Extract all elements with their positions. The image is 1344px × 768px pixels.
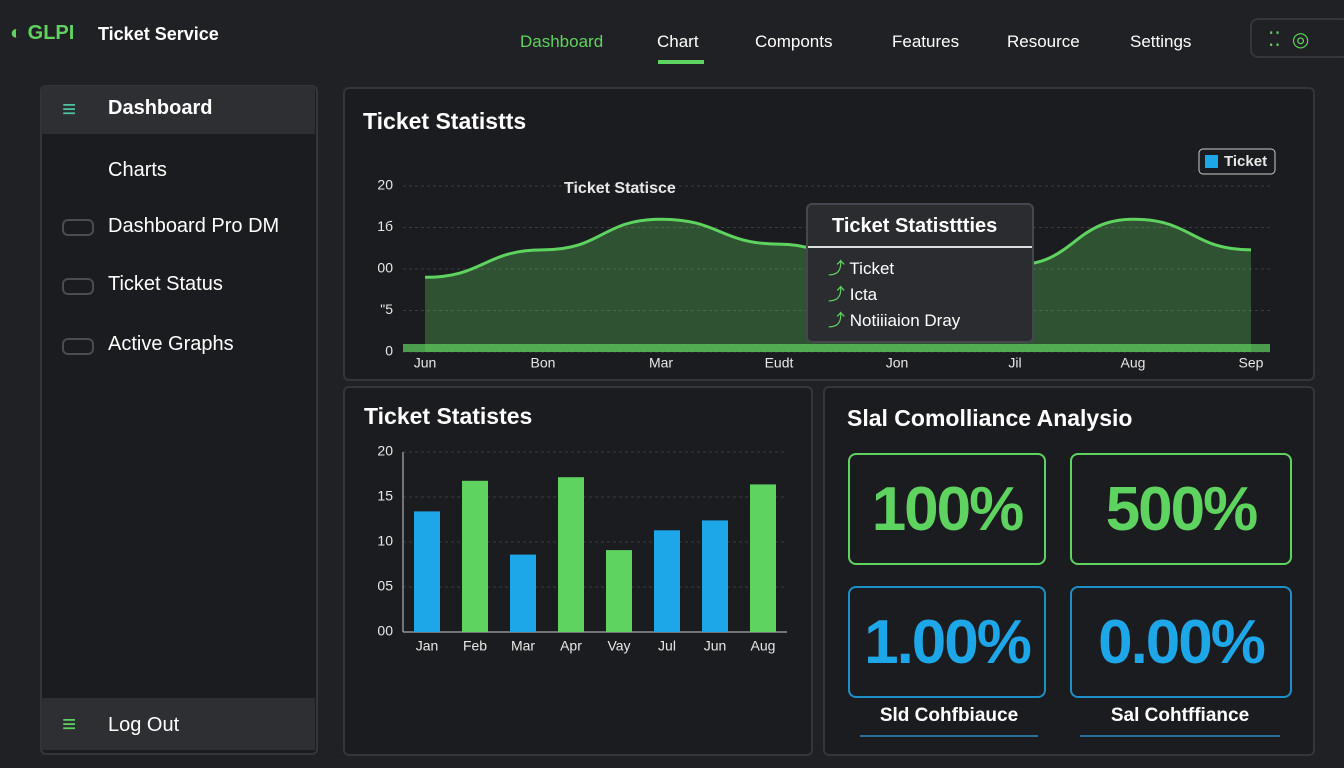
tooltip-text: Icta [849,285,878,304]
logout-icon: ≡ [62,711,77,738]
x-tick-label: Vay [607,638,630,654]
bar [462,480,488,632]
brand-name: GLPI [27,22,75,44]
annotation: Ticket Statisce [564,180,676,197]
chart-title: Ticket Statistts [363,108,527,134]
y-tick-label: 0 [385,343,393,359]
sla-title: Slal Comolliance Analysio [847,405,1133,431]
y-tick-label: 00 [377,260,393,276]
y-tick-label: 05 [377,578,393,594]
tooltip-item: ⤴ Ticket [828,259,895,278]
y-tick-label: "5 [380,301,393,317]
x-tick-label: Jan [416,638,439,654]
bar [414,511,440,632]
tooltip-item: ⤴ Notiiiaion Dray [828,311,961,330]
logout[interactable]: Log Out [108,714,180,736]
bar [702,520,728,632]
sidebar-active [41,86,315,134]
nav-underline [658,60,704,64]
x-tick-label: Jil [1008,355,1021,371]
bar [654,530,680,632]
sidebar-link[interactable]: Active Graphs [108,333,234,355]
x-tick-label: Mar [511,638,535,654]
sidebar [40,85,318,755]
icon [62,338,94,355]
x-tick-label: Jon [886,355,909,371]
brand: ◐ GLPI [10,22,75,44]
x-tick-label: Eudt [765,355,794,371]
nav-link[interactable]: Componts [755,32,833,51]
menu-icon: ≡ [62,96,77,123]
legend-swatch [1205,155,1218,168]
x-tick-label: Jul [658,638,676,654]
sidebar-link[interactable]: Dashboard Pro DM [108,215,280,237]
y-tick-label: 15 [377,488,393,504]
tooltip-item: ⤴ Icta [828,285,878,304]
product: Ticket Service [98,24,219,44]
bar [750,484,776,632]
tooltip-text: Ticket [849,259,895,278]
nav-link[interactable]: Resource [1007,32,1080,51]
y-tick-label: 1б [377,218,393,234]
sla-label: Sld Cohfbiauce [860,705,1038,737]
sla-card: 100% [848,453,1046,565]
tooltip: Ticket Statisttties ⤴ Ticket ⤴ Icta ⤴ No… [806,203,1034,343]
nav-link[interactable]: Features [892,32,960,51]
user-controls[interactable]: ⁚⁚ ◎ [1250,18,1344,58]
x-tick-label: Jun [704,638,727,654]
nav-link[interactable]: Chart [657,32,699,51]
y-tick-label: 00 [377,623,393,639]
icon [62,219,94,236]
sidebar-link[interactable]: Ticket Status [108,273,223,295]
bar [558,477,584,632]
x-tick-label: Aug [1121,355,1146,371]
y-tick-label: 10 [377,533,393,549]
nav-link[interactable]: Dashboard [520,32,604,51]
sla-label: Sal Cohtffiance [1080,705,1280,737]
icon [62,278,94,295]
sla-card: 1.00% [848,586,1046,698]
x-tick-label: Apr [560,638,582,654]
sla-card: 0.00% [1070,586,1292,698]
logout-bar [41,698,315,750]
x-tick-label: Mar [649,355,673,371]
x-tick-label: Jun [414,355,437,371]
baseline-band [403,344,1270,352]
y-tick-label: 20 [377,177,393,193]
x-tick-label: Aug [751,638,776,654]
x-tick-label: Feb [463,638,487,654]
tooltip-title: Ticket Statisttties [808,205,1032,248]
sla-card: 500% [1070,453,1292,565]
nav-link[interactable]: Settings [1130,32,1192,51]
y-tick-label: 20 [377,443,393,459]
bar [510,554,536,632]
sla-panel [823,386,1315,756]
tooltip-text: Notiiiaion Dray [849,311,961,330]
bar [606,550,632,632]
chart-title: Ticket Statistes [364,403,533,429]
sidebar-link[interactable]: Dashboard [108,97,213,119]
legend-label: Ticket [1224,153,1267,170]
sidebar-link[interactable]: Charts [108,159,167,181]
x-tick-label: Bon [531,355,556,371]
x-tick-label: Sep [1239,355,1264,371]
